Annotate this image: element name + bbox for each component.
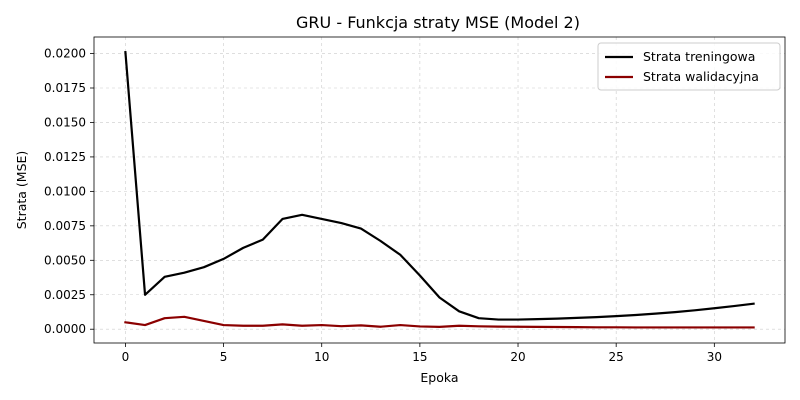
series-line-validation: [124, 315, 755, 329]
legend-label-validation: Strata walidacyjna: [643, 69, 759, 84]
y-tick-label: 0.0025: [44, 288, 86, 302]
x-tick-label: 10: [314, 350, 329, 364]
x-tick-label: 25: [609, 350, 624, 364]
legend-box: [597, 42, 781, 91]
series-layer: [124, 50, 755, 329]
y-tick-label: 0.0000: [44, 322, 86, 336]
x-tick-label: 15: [412, 350, 427, 364]
y-tick-label: 0.0050: [44, 253, 86, 267]
y-tick-label: 0.0200: [44, 47, 86, 61]
x-tick-label: 30: [707, 350, 722, 364]
y-axis-label: Strata (MSE): [14, 151, 29, 230]
y-tick-label: 0.0150: [44, 115, 86, 129]
plot-frame: [93, 36, 786, 344]
legend: Strata treningowa Strata walidacyjna: [597, 42, 781, 91]
y-tick-label: 0.0100: [44, 184, 86, 198]
legend-label-train: Strata treningowa: [643, 49, 755, 64]
y-tick-label: 0.0125: [44, 150, 86, 164]
y-tick-label: 0.0075: [44, 219, 86, 233]
series-line-train: [124, 50, 755, 321]
y-tick-label: 0.0175: [44, 81, 86, 95]
tick-layer: 0 5 10 15 20 25 30 0.0000 0.0025 0.0050 0.0075 0.01…: [44, 47, 722, 364]
x-axis-label: Epoka: [420, 370, 458, 385]
x-tick-label: 0: [122, 350, 130, 364]
x-tick-label: 5: [220, 350, 228, 364]
chart-title: GRU - Funkcja straty MSE (Model 2): [296, 13, 580, 32]
x-tick-label: 20: [510, 350, 525, 364]
